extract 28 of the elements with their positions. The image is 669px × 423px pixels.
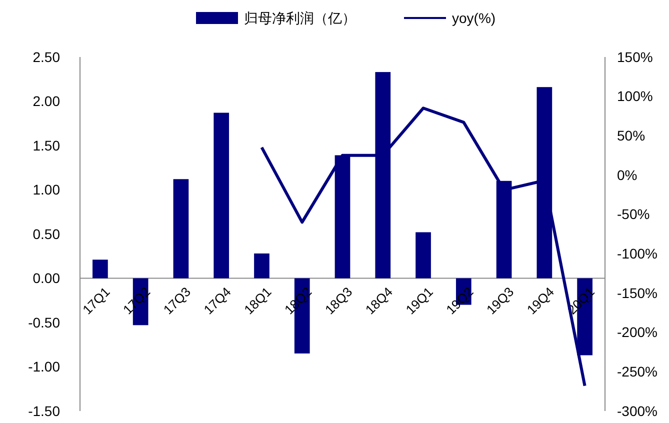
y2-tick-label: -200% [617, 324, 658, 340]
y2-tick-label: 100% [617, 88, 653, 104]
y-tick-label: 2.50 [32, 48, 60, 65]
bar [214, 112, 230, 278]
bar [416, 232, 431, 278]
y-tick-label: 1.00 [32, 182, 60, 198]
y2-tick-label: -250% [617, 364, 658, 380]
y2-tick-label: -50% [617, 206, 650, 222]
y-tick-label: -0.50 [28, 314, 60, 330]
y-tick-label: 2.00 [32, 93, 60, 110]
legend-label: yoy(%) [452, 10, 496, 26]
bar [254, 253, 270, 278]
y-tick-label: -1.00 [28, 358, 60, 375]
y2-tick-label: -150% [617, 284, 658, 301]
y2-tick-label: -300% [617, 402, 658, 419]
y-tick-label: 0.00 [32, 270, 60, 286]
y-tick-label: -1.50 [28, 402, 60, 419]
legend-label: 归母净利润（亿） [244, 10, 356, 26]
y-tick-label: 1.50 [32, 137, 60, 154]
y2-tick-label: 0% [617, 166, 638, 183]
bar [92, 260, 108, 278]
y2-tick-label: 50% [617, 128, 646, 144]
y2-tick-label: 150% [617, 48, 653, 65]
bar [496, 180, 512, 278]
y2-tick-label: -100% [617, 246, 658, 262]
y-tick-label: 0.50 [32, 226, 60, 242]
bar [334, 155, 350, 278]
bar [173, 179, 189, 278]
